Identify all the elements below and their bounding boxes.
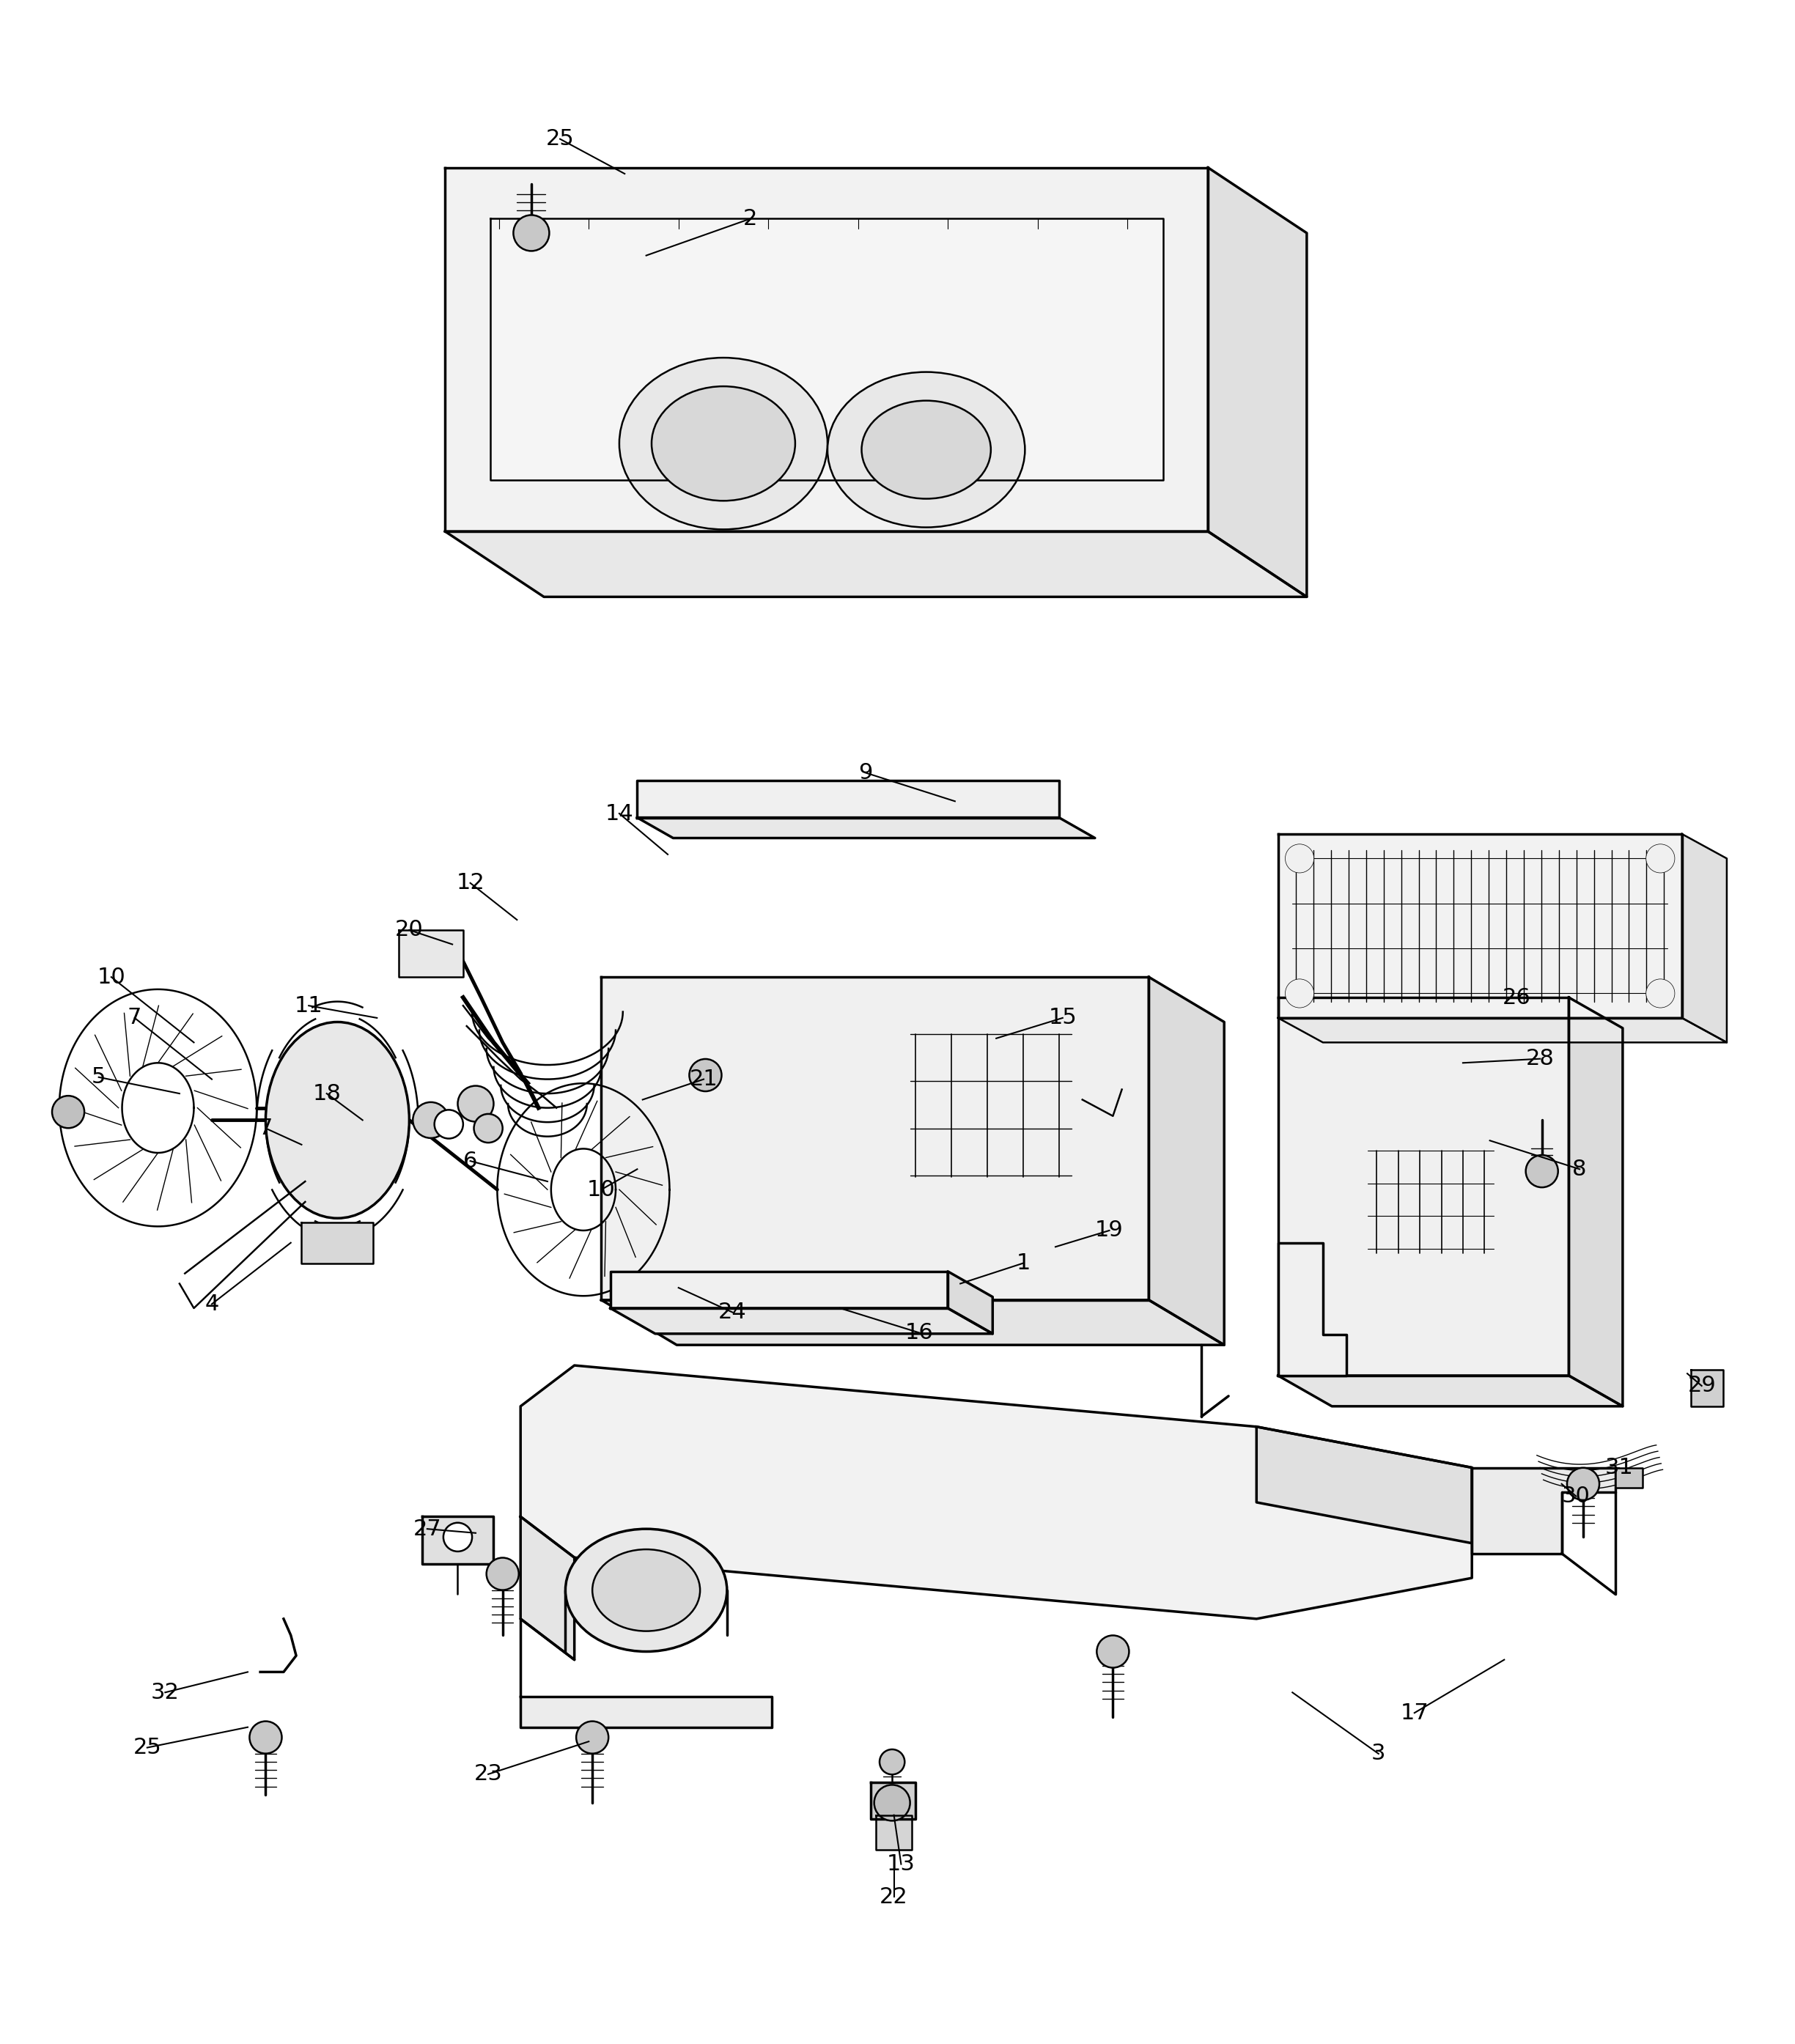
Polygon shape <box>521 1517 574 1660</box>
Polygon shape <box>876 1815 912 1850</box>
Circle shape <box>874 1784 910 1821</box>
Text: 23: 23 <box>474 1764 503 1784</box>
Text: 17: 17 <box>1400 1703 1429 1723</box>
Polygon shape <box>1149 977 1224 1345</box>
Circle shape <box>576 1721 609 1754</box>
Ellipse shape <box>565 1529 727 1652</box>
Polygon shape <box>948 1271 993 1335</box>
Circle shape <box>458 1085 494 1122</box>
Polygon shape <box>1208 168 1307 597</box>
Polygon shape <box>601 1300 1224 1345</box>
Text: 7: 7 <box>258 1118 273 1139</box>
Text: 28: 28 <box>1526 1049 1554 1069</box>
Polygon shape <box>1682 834 1727 1042</box>
Ellipse shape <box>592 1549 700 1631</box>
Circle shape <box>1646 844 1675 873</box>
Ellipse shape <box>619 358 827 529</box>
Text: 25: 25 <box>546 129 574 149</box>
Circle shape <box>1567 1468 1599 1500</box>
Ellipse shape <box>862 401 991 499</box>
Polygon shape <box>1278 1018 1727 1042</box>
Ellipse shape <box>652 386 795 501</box>
Polygon shape <box>398 930 463 977</box>
Circle shape <box>880 1750 905 1774</box>
Text: 32: 32 <box>151 1682 180 1703</box>
Polygon shape <box>1256 1427 1472 1543</box>
Text: 10: 10 <box>97 967 126 987</box>
Text: 3: 3 <box>1371 1744 1386 1764</box>
Polygon shape <box>445 531 1307 597</box>
Circle shape <box>1285 979 1314 1008</box>
Text: 20: 20 <box>395 920 424 940</box>
Text: 29: 29 <box>1687 1376 1716 1396</box>
Circle shape <box>250 1721 282 1754</box>
Text: 10: 10 <box>587 1179 616 1200</box>
Circle shape <box>413 1102 449 1139</box>
Text: 31: 31 <box>1605 1457 1633 1478</box>
Text: 12: 12 <box>456 873 485 893</box>
Text: 24: 24 <box>718 1302 747 1322</box>
Circle shape <box>434 1110 463 1139</box>
Text: 27: 27 <box>413 1519 442 1539</box>
Text: 8: 8 <box>1572 1159 1587 1179</box>
Polygon shape <box>1278 997 1569 1376</box>
Circle shape <box>1526 1155 1558 1188</box>
Polygon shape <box>521 1365 1472 1619</box>
Circle shape <box>474 1114 503 1143</box>
Polygon shape <box>637 781 1059 818</box>
Circle shape <box>52 1096 84 1128</box>
Text: 13: 13 <box>887 1854 915 1874</box>
Text: 14: 14 <box>605 803 634 824</box>
Text: 11: 11 <box>294 995 323 1016</box>
Ellipse shape <box>827 372 1025 527</box>
Polygon shape <box>1278 1243 1346 1376</box>
Text: 4: 4 <box>205 1294 219 1314</box>
Text: 19: 19 <box>1095 1220 1124 1241</box>
Circle shape <box>689 1059 722 1091</box>
Text: 16: 16 <box>905 1322 933 1343</box>
Text: 6: 6 <box>463 1151 477 1171</box>
Polygon shape <box>637 818 1095 838</box>
Text: 5: 5 <box>92 1067 106 1087</box>
Polygon shape <box>1615 1468 1642 1488</box>
Circle shape <box>443 1523 472 1551</box>
Polygon shape <box>1691 1369 1723 1406</box>
Circle shape <box>1285 844 1314 873</box>
Text: 7: 7 <box>127 1008 142 1028</box>
Polygon shape <box>1472 1468 1615 1553</box>
Polygon shape <box>521 1697 772 1727</box>
Text: 2: 2 <box>743 208 757 229</box>
Polygon shape <box>610 1308 993 1335</box>
Polygon shape <box>490 219 1163 480</box>
Text: 15: 15 <box>1048 1008 1077 1028</box>
Text: 18: 18 <box>312 1083 341 1104</box>
Circle shape <box>513 215 549 251</box>
Text: 9: 9 <box>858 762 872 783</box>
Polygon shape <box>1278 1376 1623 1406</box>
Polygon shape <box>601 977 1149 1300</box>
Text: 30: 30 <box>1562 1486 1590 1506</box>
Circle shape <box>1646 979 1675 1008</box>
Circle shape <box>486 1558 519 1590</box>
Text: 25: 25 <box>133 1737 162 1758</box>
Polygon shape <box>610 1271 948 1308</box>
Polygon shape <box>422 1517 494 1564</box>
Polygon shape <box>1278 834 1682 1018</box>
Circle shape <box>1097 1635 1129 1668</box>
Polygon shape <box>302 1222 373 1263</box>
Text: 1: 1 <box>1016 1253 1030 1273</box>
Ellipse shape <box>266 1022 409 1218</box>
Text: 22: 22 <box>880 1887 908 1907</box>
Polygon shape <box>871 1782 915 1819</box>
Text: 21: 21 <box>689 1069 718 1089</box>
Polygon shape <box>1569 997 1623 1406</box>
Polygon shape <box>445 168 1208 531</box>
Text: 26: 26 <box>1502 987 1531 1008</box>
